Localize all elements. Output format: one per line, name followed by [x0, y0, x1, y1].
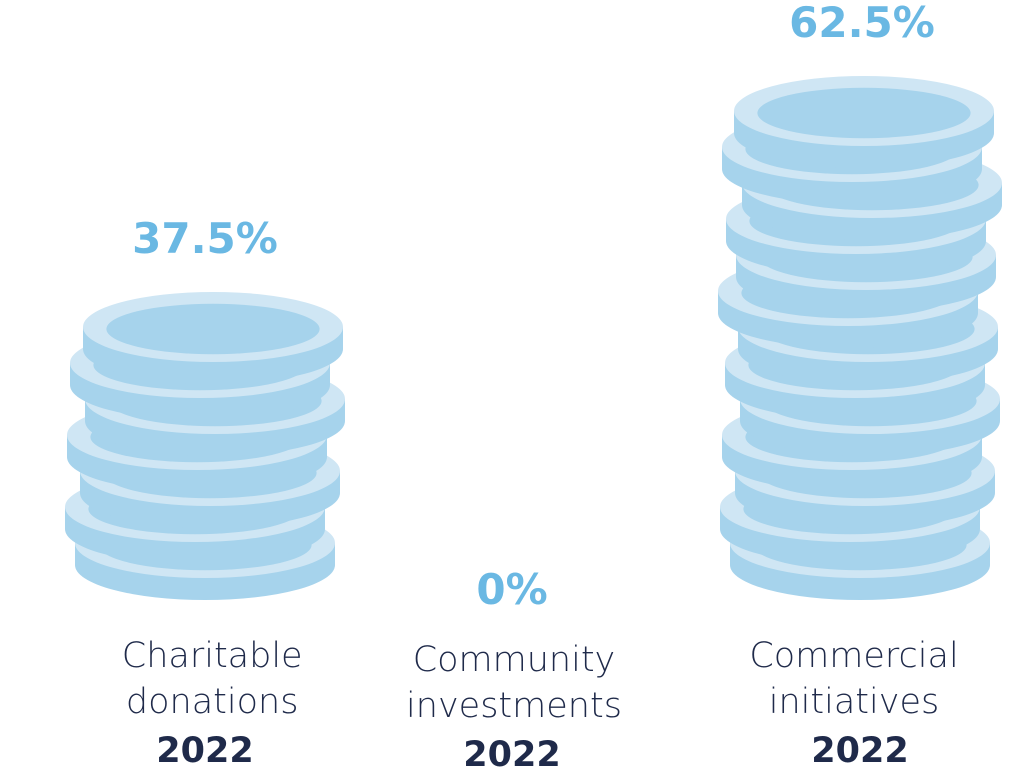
coin: [734, 76, 994, 168]
coin: [83, 292, 343, 384]
category-label: Community investments: [406, 640, 622, 726]
coin-stack: [65, 292, 345, 600]
coin-inner: [757, 87, 971, 139]
category-label: Charitable donations: [121, 636, 303, 722]
value-label: 62.5%: [789, 0, 935, 47]
period-label: 2022: [463, 735, 561, 775]
period-label: 2022: [811, 731, 909, 771]
value-label: 37.5%: [132, 214, 278, 263]
period-label: 2022: [156, 731, 254, 771]
category-label: Commercial initiatives: [749, 636, 959, 722]
value-label: 0%: [476, 565, 548, 614]
coin-stack: [718, 76, 1002, 600]
coin-inner: [106, 303, 320, 355]
